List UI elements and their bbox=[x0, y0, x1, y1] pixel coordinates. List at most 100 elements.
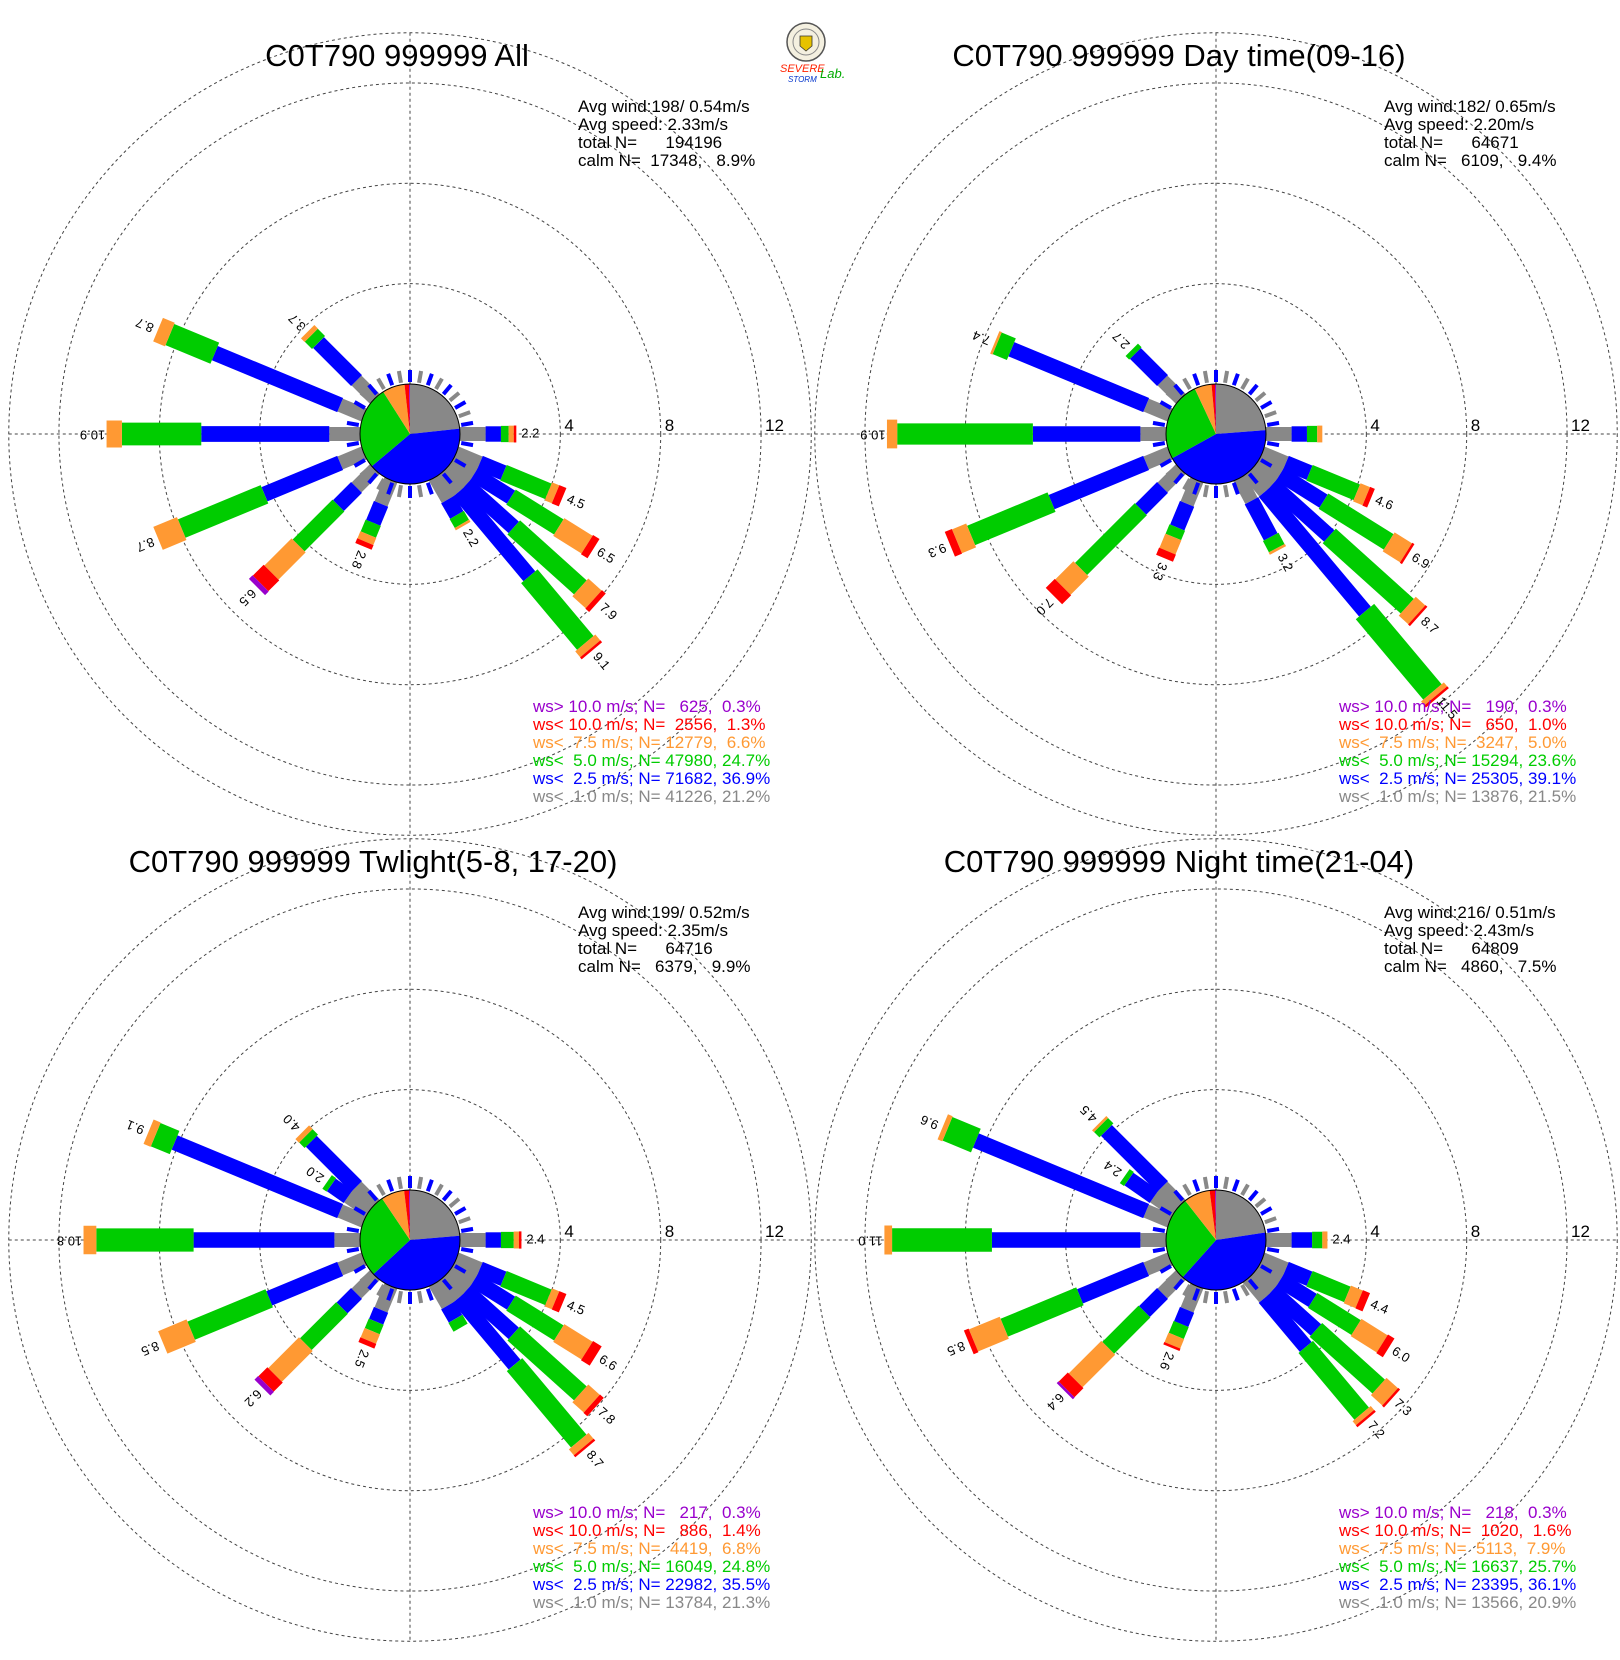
bar-segment bbox=[506, 1358, 587, 1448]
bar-segment bbox=[374, 477, 398, 507]
minor-direction-mark bbox=[396, 484, 403, 498]
minor-direction-mark bbox=[417, 1176, 424, 1190]
stats-line: total N= 64809 bbox=[1384, 939, 1519, 958]
legend-entry: ws< 2.5 m/s; N= 25305, 39.1% bbox=[1338, 769, 1576, 788]
logo-text-storm: STORM bbox=[788, 75, 817, 84]
panel-title: C0T790 999999 Night time(21-04) bbox=[944, 844, 1414, 879]
bar-total-label: 2.2 bbox=[460, 526, 482, 549]
minor-direction-mark bbox=[1254, 1271, 1267, 1283]
minor-direction-mark bbox=[346, 1247, 360, 1254]
direction-bar: 10.9 bbox=[80, 420, 360, 448]
direction-bar: 7.4 bbox=[970, 328, 1173, 422]
minor-direction-mark bbox=[349, 1255, 362, 1264]
bar-total-label: 6.0 bbox=[1389, 1343, 1412, 1365]
bar-segment bbox=[1180, 477, 1204, 507]
bar-total-label: 6.9 bbox=[1409, 549, 1432, 571]
minor-direction-mark bbox=[1182, 1183, 1192, 1196]
minor-direction-mark bbox=[1223, 484, 1230, 498]
stats-line: Avg wind:199/ 0.52m/s bbox=[578, 903, 750, 922]
radial-tick-label: 8 bbox=[665, 1222, 674, 1241]
bar-segment bbox=[1282, 1261, 1313, 1286]
minor-direction-mark bbox=[448, 465, 461, 477]
legend-entry: ws< 1.0 m/s; N= 13876, 21.5% bbox=[1338, 787, 1576, 806]
pie-slice bbox=[359, 391, 410, 467]
direction-bar: 7.2 bbox=[1242, 1273, 1388, 1441]
bar-segment bbox=[1129, 347, 1168, 386]
bar-segment bbox=[1174, 1306, 1195, 1327]
minor-direction-mark bbox=[1152, 420, 1166, 427]
bar-segment bbox=[1309, 1323, 1385, 1394]
bar-segment bbox=[143, 1119, 161, 1147]
bar-segment bbox=[551, 485, 567, 507]
bar-segment bbox=[1350, 1318, 1388, 1353]
minor-direction-mark bbox=[454, 1264, 467, 1274]
bar-segment bbox=[575, 634, 601, 658]
legend-entry: ws< 10.0 m/s; N= 2556, 1.3% bbox=[532, 715, 765, 734]
bar-segment bbox=[292, 499, 345, 552]
bar-total-label: 6.4 bbox=[1044, 1390, 1067, 1413]
bar-segment bbox=[254, 1376, 274, 1396]
minor-direction-mark bbox=[1165, 391, 1178, 403]
bar-segment bbox=[357, 531, 377, 545]
direction-bar: 8.5 bbox=[139, 1252, 367, 1359]
wind-rose-panel-3: 4 8 12 10.8 9.1 8.5 6.2 4.0 2.0 2.5 2.4 4.5 6.6 7.8 8.… bbox=[8, 838, 812, 1642]
minor-direction-mark bbox=[1231, 373, 1240, 386]
bar-segment bbox=[360, 519, 381, 538]
minor-direction-mark bbox=[1264, 1255, 1277, 1264]
bar-total-label: 8.7 bbox=[134, 534, 156, 555]
minor-direction-mark bbox=[1231, 482, 1240, 495]
minor-direction-mark bbox=[396, 1176, 403, 1190]
bar-total-label: 6.6 bbox=[596, 1351, 619, 1373]
bar-segment bbox=[572, 578, 602, 609]
minor-direction-mark bbox=[1231, 1179, 1240, 1192]
minor-direction-mark bbox=[1260, 458, 1273, 468]
minor-direction-mark bbox=[417, 370, 424, 384]
bar-segment bbox=[461, 478, 519, 534]
minor-direction-mark bbox=[434, 1284, 444, 1297]
minor-direction-mark bbox=[1223, 370, 1230, 384]
bar-segment bbox=[1424, 686, 1449, 708]
direction-bar: 2.4 bbox=[1101, 1158, 1180, 1218]
bar-total-label: 9.1 bbox=[124, 1117, 146, 1138]
minor-direction-mark bbox=[1254, 465, 1267, 477]
bar-segment bbox=[326, 1178, 353, 1203]
bar-total-label: 4.5 bbox=[1077, 1102, 1100, 1125]
direction-bar: 4.5 bbox=[453, 446, 587, 512]
legend-entry: ws> 10.0 m/s; N= 625, 0.3% bbox=[532, 697, 761, 716]
bar-segment bbox=[1343, 1285, 1363, 1309]
minor-direction-mark bbox=[425, 1179, 434, 1192]
bar-segment bbox=[1259, 446, 1289, 470]
radial-tick-label: 8 bbox=[665, 416, 674, 435]
bar-segment bbox=[1268, 543, 1287, 555]
bar-segment bbox=[266, 1261, 344, 1306]
direction-bar: 6.5 bbox=[236, 464, 380, 609]
minor-direction-mark bbox=[417, 484, 424, 498]
stats-line: Avg speed: 2.43m/s bbox=[1384, 921, 1534, 940]
bar-segment bbox=[171, 1135, 344, 1219]
radial-tick-label: 4 bbox=[1370, 416, 1379, 435]
bar-segment bbox=[937, 1114, 953, 1142]
minor-direction-mark bbox=[1264, 449, 1277, 458]
bar-segment bbox=[448, 1314, 468, 1332]
bar-segment bbox=[351, 464, 380, 493]
bar-segment bbox=[441, 1301, 463, 1323]
bar-segment bbox=[1165, 524, 1186, 541]
minor-direction-mark bbox=[1182, 1284, 1192, 1297]
bar-segment bbox=[304, 328, 326, 350]
radial-tick-label: 12 bbox=[1571, 1222, 1590, 1241]
bar-segment bbox=[1157, 375, 1186, 404]
legend-entry: ws> 10.0 m/s; N= 217, 0.3% bbox=[532, 1503, 761, 1522]
minor-direction-mark bbox=[1152, 1247, 1166, 1254]
stats-line: Avg speed: 2.33m/s bbox=[578, 115, 728, 134]
bar-segment bbox=[449, 510, 469, 528]
bar-segment bbox=[1244, 497, 1278, 541]
stats-line: total N= 194196 bbox=[578, 133, 722, 152]
grid-circle bbox=[1065, 1089, 1367, 1391]
minor-direction-mark bbox=[1173, 472, 1185, 485]
legend-entry: ws< 7.5 m/s; N= 5113, 7.9% bbox=[1338, 1539, 1565, 1558]
bar-segment bbox=[358, 1337, 377, 1349]
bar-segment bbox=[452, 1292, 521, 1370]
minor-direction-mark bbox=[1247, 1278, 1259, 1291]
bar-segment bbox=[1382, 532, 1412, 563]
minor-direction-mark bbox=[396, 370, 403, 384]
